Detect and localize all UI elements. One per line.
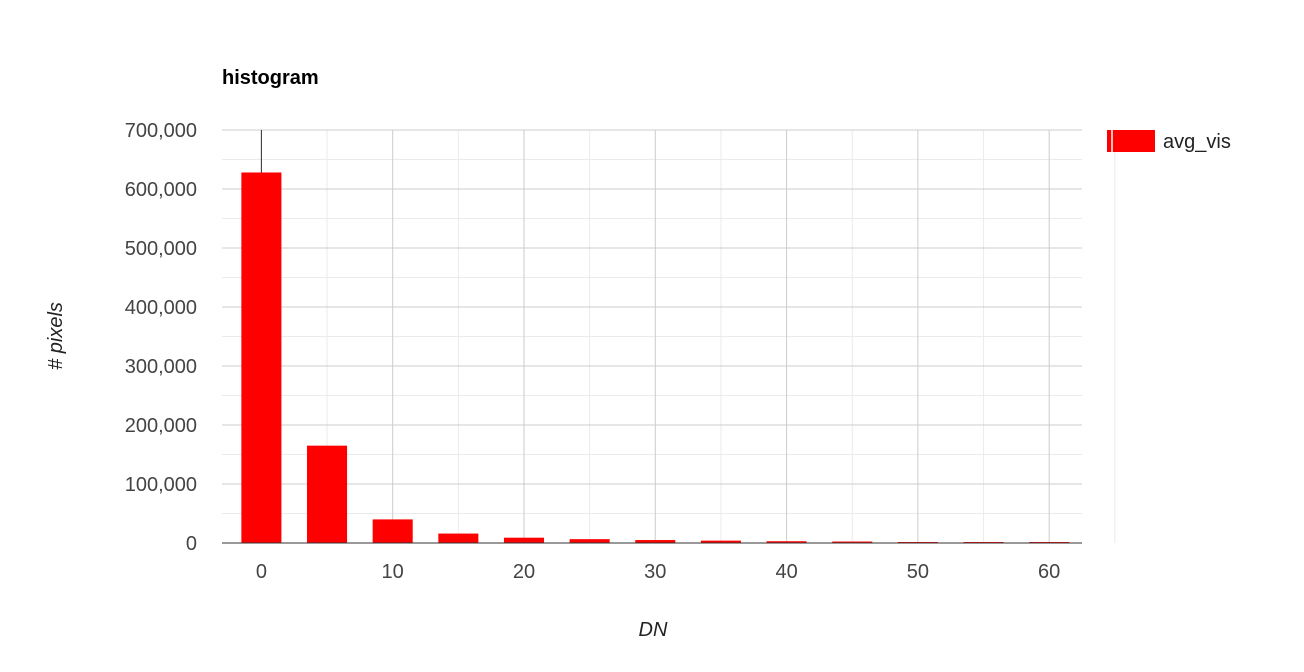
chart-title: histogram [222,67,319,89]
bar [832,541,873,543]
legend-swatch-avg-vis [1107,130,1155,152]
bar [438,533,479,543]
legend[interactable]: avg_vis [1107,130,1231,153]
minor-gridlines [222,130,1116,543]
bar [635,540,676,543]
x-axis-title: DN [639,619,668,641]
x-tick-label: 50 [907,561,929,583]
y-tick-label: 200,000 [125,415,197,437]
x-tick-label: 40 [775,561,797,583]
x-tick-label: 10 [382,561,404,583]
y-axis-ticks: 0 100,000 200,000 300,000 400,000 500,000 600,… [125,120,197,555]
bar [569,539,610,543]
bar [700,540,741,543]
x-tick-label: 60 [1038,561,1060,583]
bar [766,541,807,543]
y-tick-label: 100,000 [125,474,197,496]
x-axis-ticks: 0 10 20 30 40 50 60 [256,561,1060,583]
y-tick-label: 500,000 [125,238,197,260]
bar [307,445,348,543]
legend-label-avg-vis: avg_vis [1163,131,1231,153]
bar [503,537,545,543]
y-tick-label: 700,000 [125,120,197,142]
bar [241,172,282,544]
x-tick-label: 20 [513,561,535,583]
y-tick-label: 0 [186,533,197,555]
x-tick-label: 0 [256,561,267,583]
x-tick-label: 30 [644,561,666,583]
bars [241,172,1070,544]
y-tick-label: 400,000 [125,297,197,319]
y-axis-title: # pixels [45,302,67,370]
bar [372,519,413,543]
y-tick-label: 300,000 [125,356,197,378]
y-tick-label: 600,000 [125,179,197,201]
